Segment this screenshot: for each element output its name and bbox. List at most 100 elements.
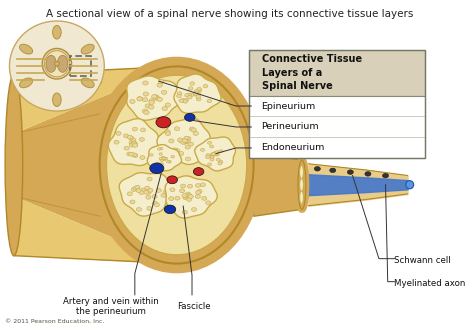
Circle shape xyxy=(187,95,192,99)
Circle shape xyxy=(159,153,163,155)
Ellipse shape xyxy=(298,160,306,209)
Text: Epineurium: Epineurium xyxy=(262,102,316,111)
Polygon shape xyxy=(165,176,217,218)
Circle shape xyxy=(187,194,192,198)
Circle shape xyxy=(132,142,137,146)
Circle shape xyxy=(203,84,208,88)
Circle shape xyxy=(144,111,149,115)
Polygon shape xyxy=(14,66,177,134)
Circle shape xyxy=(201,148,204,151)
Circle shape xyxy=(161,158,164,161)
Circle shape xyxy=(152,195,157,198)
Polygon shape xyxy=(109,118,161,166)
Circle shape xyxy=(140,156,145,159)
Circle shape xyxy=(132,127,137,131)
Circle shape xyxy=(208,141,211,144)
Circle shape xyxy=(162,157,165,160)
Circle shape xyxy=(158,164,162,166)
Circle shape xyxy=(131,188,136,191)
Circle shape xyxy=(169,197,174,201)
Circle shape xyxy=(169,139,174,143)
Circle shape xyxy=(156,117,171,128)
Circle shape xyxy=(189,127,195,131)
Ellipse shape xyxy=(5,74,23,256)
Circle shape xyxy=(193,168,204,176)
Circle shape xyxy=(181,140,186,144)
Text: Endoneurium: Endoneurium xyxy=(262,144,325,152)
Circle shape xyxy=(133,154,138,157)
Circle shape xyxy=(166,160,170,163)
Circle shape xyxy=(193,92,198,95)
Polygon shape xyxy=(195,137,236,171)
Circle shape xyxy=(154,95,159,99)
Circle shape xyxy=(214,152,218,155)
Circle shape xyxy=(161,193,166,197)
Circle shape xyxy=(147,177,152,181)
Circle shape xyxy=(124,146,129,150)
Circle shape xyxy=(219,150,223,153)
Circle shape xyxy=(146,195,151,199)
Circle shape xyxy=(139,138,145,141)
Circle shape xyxy=(153,95,158,99)
Ellipse shape xyxy=(53,93,61,107)
Circle shape xyxy=(168,160,171,163)
Circle shape xyxy=(182,210,187,214)
Circle shape xyxy=(129,140,134,144)
Circle shape xyxy=(188,87,193,90)
Circle shape xyxy=(196,190,201,194)
Circle shape xyxy=(160,159,164,161)
Circle shape xyxy=(185,157,191,161)
Circle shape xyxy=(213,152,217,155)
Circle shape xyxy=(185,192,191,196)
Text: A sectional view of a spinal nerve showing its connective tissue layers: A sectional view of a spinal nerve showi… xyxy=(46,9,413,19)
Circle shape xyxy=(189,93,194,97)
Circle shape xyxy=(156,162,160,165)
Circle shape xyxy=(190,82,194,85)
Ellipse shape xyxy=(46,55,56,72)
Circle shape xyxy=(330,168,336,173)
Circle shape xyxy=(215,153,219,156)
Circle shape xyxy=(143,81,148,85)
Ellipse shape xyxy=(19,44,33,54)
Circle shape xyxy=(148,105,154,109)
Circle shape xyxy=(183,100,187,103)
Circle shape xyxy=(181,99,185,102)
Circle shape xyxy=(185,94,189,97)
Circle shape xyxy=(186,198,191,201)
Text: Connective Tissue
Layers of a
Spinal Nerve: Connective Tissue Layers of a Spinal Ner… xyxy=(262,54,362,91)
Ellipse shape xyxy=(107,75,246,255)
Circle shape xyxy=(155,162,159,165)
Circle shape xyxy=(183,139,188,143)
Circle shape xyxy=(314,166,320,171)
Ellipse shape xyxy=(100,66,254,264)
Circle shape xyxy=(211,152,215,155)
Circle shape xyxy=(210,158,214,161)
Circle shape xyxy=(185,140,191,144)
Circle shape xyxy=(152,95,157,99)
Circle shape xyxy=(365,172,371,176)
Ellipse shape xyxy=(45,51,69,77)
Circle shape xyxy=(162,107,167,111)
Circle shape xyxy=(123,134,128,138)
Circle shape xyxy=(211,152,216,155)
Circle shape xyxy=(146,190,151,194)
Polygon shape xyxy=(254,153,302,216)
Circle shape xyxy=(147,207,152,210)
Polygon shape xyxy=(157,118,210,164)
Circle shape xyxy=(201,183,205,187)
Circle shape xyxy=(195,194,201,198)
Circle shape xyxy=(184,114,195,121)
Circle shape xyxy=(195,183,201,187)
Circle shape xyxy=(181,184,186,188)
Circle shape xyxy=(177,92,182,95)
Ellipse shape xyxy=(300,165,303,179)
Circle shape xyxy=(130,143,136,147)
Circle shape xyxy=(116,132,121,135)
FancyBboxPatch shape xyxy=(249,95,425,158)
Circle shape xyxy=(164,157,168,160)
Circle shape xyxy=(183,196,188,200)
Circle shape xyxy=(9,21,104,111)
Circle shape xyxy=(162,157,165,159)
Circle shape xyxy=(165,132,171,136)
Circle shape xyxy=(185,145,191,149)
